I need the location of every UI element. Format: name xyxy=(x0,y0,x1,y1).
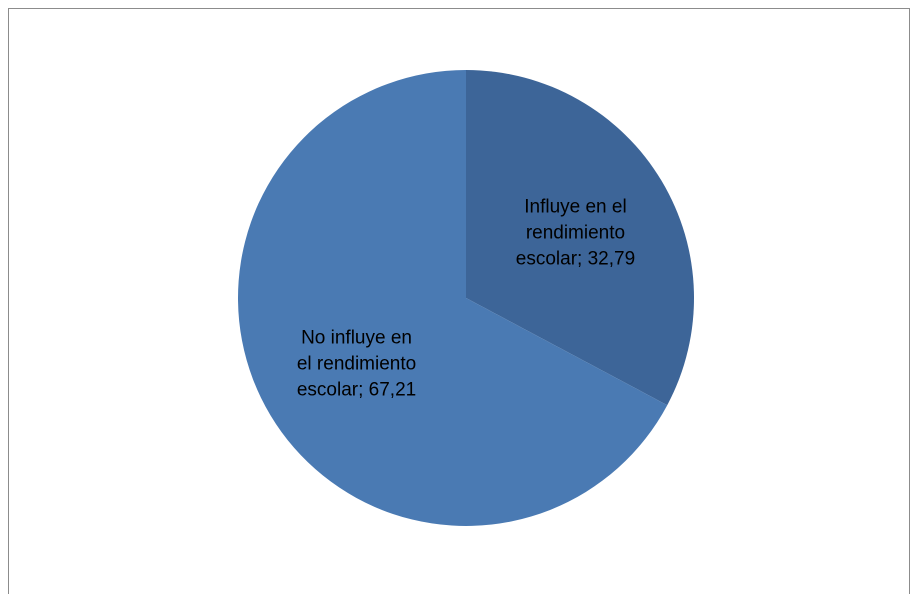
pie-slice xyxy=(238,70,668,526)
pie-slice xyxy=(466,70,694,406)
data-label: Influye en el rendimiento escolar; 32,79 xyxy=(516,196,635,269)
data-label: No influye en el rendimiento escolar; 67,2… xyxy=(297,328,416,401)
